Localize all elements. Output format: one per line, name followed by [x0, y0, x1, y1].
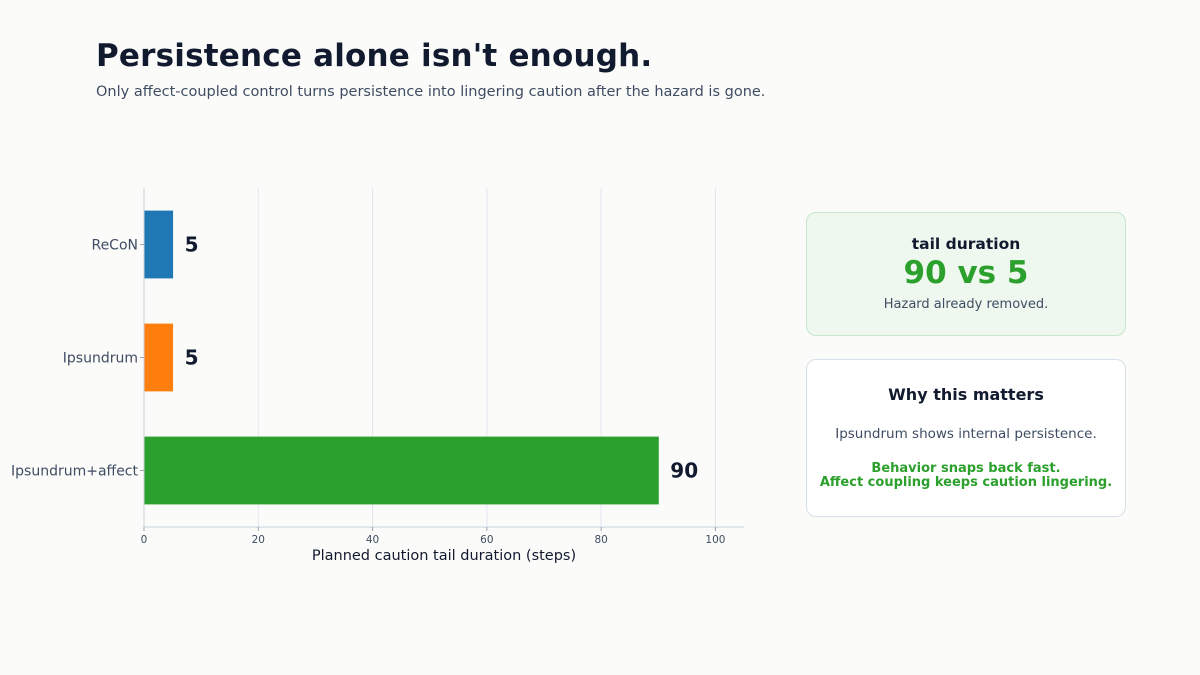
data-label: 5: [185, 233, 199, 257]
y-tick-label: ReCoN: [91, 238, 138, 254]
page-title: Persistence alone isn't enough.: [96, 38, 653, 74]
y-tick-label: Ipsundrum+affect: [11, 464, 138, 480]
metric-card: tail duration 90 vs 5 Hazard already rem…: [806, 212, 1126, 336]
why-emphasis: Behavior snaps back fast. Affect couplin…: [807, 462, 1125, 490]
page-subtitle: Only affect-coupled control turns persis…: [96, 84, 766, 100]
bar-0: [144, 210, 174, 279]
why-body: Ipsundrum shows internal persistence.: [835, 426, 1097, 442]
x-tick-label: 0: [141, 534, 148, 546]
why-emphasis-line-1: Behavior snaps back fast.: [871, 461, 1061, 476]
metric-note: Hazard already removed.: [883, 297, 1049, 312]
x-tick-label: 40: [366, 534, 379, 546]
metric-label: tail duration: [911, 235, 1021, 253]
why-emphasis-line-2: Affect coupling keeps caution lingering.: [819, 475, 1113, 490]
bar-2: [144, 436, 659, 505]
x-tick-label: 100: [705, 534, 725, 546]
x-tick-label: 60: [480, 534, 493, 546]
y-tick-label: Ipsundrum: [63, 351, 138, 367]
why-card: Why this matters Ipsundrum shows interna…: [806, 359, 1126, 517]
why-title: Why this matters: [888, 385, 1044, 404]
data-label: 5: [185, 346, 199, 370]
x-tick-label: 80: [594, 534, 607, 546]
x-tick-label: 20: [252, 534, 265, 546]
bar-chart: 0 20 40 60 80 100 ReCoN 5 Ipsundrum 5 Ipsundrum+af…: [11, 188, 744, 564]
data-label: 90: [670, 459, 698, 483]
metric-value: 90 vs 5: [903, 255, 1029, 291]
x-axis-label: Planned caution tail duration (steps): [312, 548, 576, 564]
bar-1: [144, 323, 174, 392]
